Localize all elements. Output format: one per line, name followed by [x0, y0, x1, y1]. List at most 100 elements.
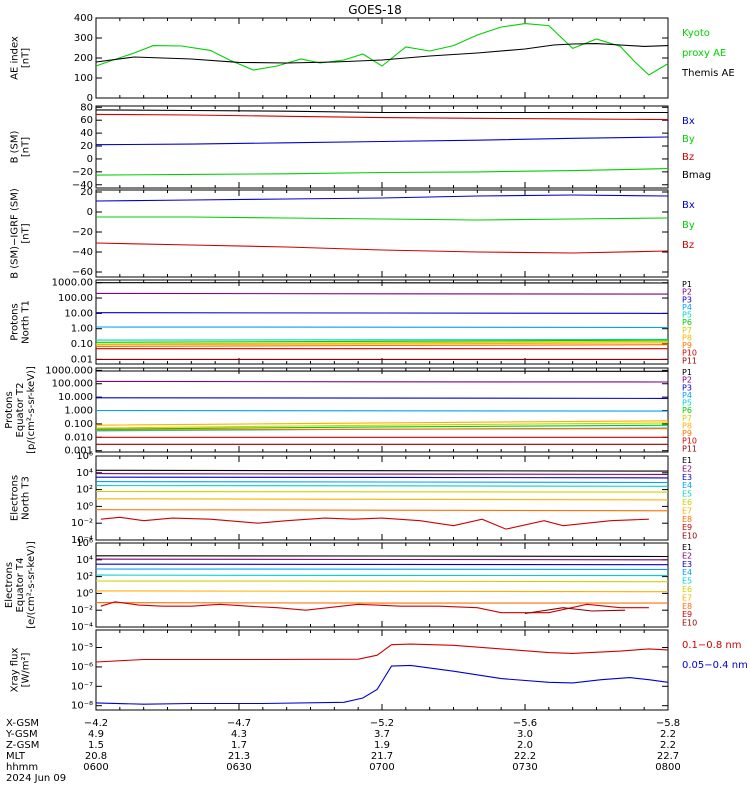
series-line-elecT3	[96, 477, 668, 478]
series-line-protT2	[96, 398, 668, 399]
y-axis-label-line: [nT]	[21, 137, 32, 157]
legend-entry-ae: Themis AE	[681, 68, 735, 79]
y-tick-label-xray: 10⁻⁷	[71, 681, 93, 692]
y-tick-label-bsm: 80	[80, 102, 93, 113]
y-axis-label-line: North T3	[21, 476, 32, 520]
ephemeris-value: 0600	[83, 762, 108, 773]
ephemeris-value: 1.5	[88, 740, 104, 751]
y-axis-label-bigrf: B (SM)−IGRF (SM)[nT]	[10, 188, 32, 279]
legend-entry-bigrf: By	[682, 220, 695, 231]
y-tick-label-protT2: 1000.000	[45, 365, 93, 376]
y-axis-label-line: [e/(cm²-s-sr-keV)]	[26, 541, 37, 629]
y-tick-label-elecT3: 10⁴	[76, 468, 93, 479]
ephemeris-value: −5.2	[370, 718, 394, 729]
y-tick-label-elecT4: 10⁰	[76, 588, 93, 599]
y-axis-label-line: Equator T2	[15, 383, 26, 438]
legend-entry-bsm: Bz	[682, 152, 694, 163]
ephemeris-value: −4.2	[84, 718, 108, 729]
y-tick-label-protT2: 10.000	[58, 392, 93, 403]
y-tick-label-protT1: 0.01	[71, 354, 93, 365]
panel-frame-xray	[96, 630, 668, 710]
series-line-ae	[96, 24, 668, 75]
y-axis-label-line: Equator T4	[15, 558, 26, 613]
legend-entry-xray: 0.1−0.8 nm	[682, 640, 741, 651]
ephemeris-value: 22.2	[514, 751, 536, 762]
series-line-protT1	[96, 293, 668, 294]
legend-entry-elecT3: E10	[682, 532, 697, 541]
plot-date: 2024 Jun 09	[6, 773, 66, 784]
panel-frame-protT2	[96, 368, 668, 452]
legend-entry-ae: Kyoto	[682, 28, 710, 39]
series-line-bsm	[96, 114, 668, 119]
ephemeris-value: −5.8	[656, 718, 680, 729]
legend-entry-bsm: Bx	[682, 116, 695, 127]
y-tick-label-bsm: 0	[87, 154, 93, 165]
series-line-xray	[96, 665, 668, 704]
series-line-elecT4	[96, 556, 668, 557]
ephemeris-value: 22.7	[657, 751, 679, 762]
ephemeris-value: 1.9	[374, 740, 390, 751]
legend-entry-protT2: P11	[682, 444, 697, 453]
legend-entry-ae: proxy AE	[682, 48, 726, 59]
series-line-bigrf	[96, 243, 668, 253]
series-line-elecT4	[96, 591, 668, 592]
y-axis-label-line: [nT]	[21, 223, 32, 243]
y-tick-label-ae: 100	[74, 73, 93, 84]
y-axis-label-bsm: B (SM)[nT]	[10, 130, 32, 163]
series-line-elecT3	[96, 499, 668, 500]
y-tick-label-elecT4: 10²	[76, 572, 93, 583]
ephemeris-row-label: X-GSM	[6, 718, 39, 729]
ephemeris-value: 2.0	[517, 740, 533, 751]
series-line-elecT3	[96, 470, 668, 471]
series-line-elecT4	[96, 603, 668, 604]
y-axis-label-line: [nT]	[21, 48, 32, 68]
ephemeris-row-label: Y-GSM	[5, 729, 38, 740]
y-axis-label-xray: Xray flux[W/m²]	[10, 648, 32, 693]
y-tick-label-ae: 300	[74, 33, 93, 44]
y-tick-label-elecT3: 10²	[76, 485, 93, 496]
ephemeris-value: 2.2	[660, 740, 676, 751]
series-line-bsm	[96, 137, 668, 145]
y-tick-label-elecT3: 10⁰	[76, 501, 93, 512]
y-axis-label-line: Electrons	[10, 475, 21, 521]
legend-entry-bigrf: Bx	[682, 200, 695, 211]
y-tick-label-bigrf: −40	[72, 247, 93, 258]
y-tick-label-bigrf: 20	[80, 187, 93, 198]
ephemeris-value: 4.3	[231, 729, 247, 740]
y-tick-label-bsm: 40	[80, 128, 93, 139]
panel-frame-bsm	[96, 106, 668, 188]
ephemeris-value: 0800	[655, 762, 680, 773]
y-tick-label-xray: 10⁻⁸	[71, 701, 93, 712]
y-tick-label-bigrf: −60	[72, 267, 93, 278]
y-axis-label-line: [W/m²]	[21, 652, 32, 687]
series-line-protT2	[96, 411, 668, 412]
ephemeris-value: 0730	[512, 762, 537, 773]
y-tick-label-bsm: −20	[72, 167, 93, 178]
series-line-protT2	[96, 421, 668, 425]
y-tick-label-protT1: 10.00	[64, 308, 93, 319]
series-line-elecT4	[96, 581, 668, 582]
y-tick-label-protT1: 1.00	[71, 324, 93, 335]
ephemeris-value: 2.2	[660, 729, 676, 740]
series-line-elecT3	[96, 474, 668, 475]
ephemeris-value: 3.7	[374, 729, 390, 740]
y-axis-label-line: B (SM)−IGRF (SM)	[10, 188, 21, 279]
y-tick-label-protT1: 1000.00	[52, 278, 93, 289]
ephemeris-value: 0630	[226, 762, 251, 773]
legend-entry-bsm: By	[682, 134, 695, 145]
ephemeris-value: 3.0	[517, 729, 533, 740]
series-line-protT1	[96, 313, 668, 314]
ephemeris-value: −5.6	[513, 718, 537, 729]
y-tick-label-elecT4: 10⁶	[76, 538, 93, 549]
y-axis-label-line: [p/(cm²-s-sr-keV)]	[26, 366, 37, 454]
series-line-elecT3	[101, 517, 649, 529]
y-tick-label-xray: 10⁻⁵	[71, 643, 93, 654]
series-line-elecT4	[96, 569, 668, 570]
y-tick-label-protT1: 100.00	[58, 293, 93, 304]
